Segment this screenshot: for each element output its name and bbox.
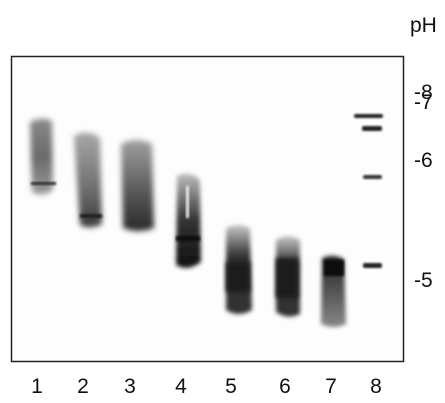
lane-label-4: 4 xyxy=(175,375,187,398)
lane-label-5: 5 xyxy=(225,375,237,398)
lane-label-6: 6 xyxy=(279,375,291,398)
band-lane-4 xyxy=(176,173,201,268)
ph-tick-8: -8 xyxy=(414,81,433,104)
band-lane-5 xyxy=(226,225,252,314)
band-lane-1 xyxy=(30,118,56,195)
ph-tick-6: -6 xyxy=(414,149,433,172)
lane-label-2: 2 xyxy=(77,375,89,398)
marker-lane-8 xyxy=(354,114,383,268)
lane-label-8: 8 xyxy=(370,375,382,398)
lane-label-3: 3 xyxy=(124,375,136,398)
band-lane-7 xyxy=(321,255,346,327)
ph-tick-5: -5 xyxy=(414,269,433,292)
lane-label-1: 1 xyxy=(31,375,43,398)
ph-tick-7: -7 xyxy=(414,91,433,114)
ph-axis-title: pH xyxy=(410,14,437,37)
band-lane-3 xyxy=(121,140,154,231)
lane-label-7: 7 xyxy=(325,375,337,398)
band-lane-6 xyxy=(276,236,300,317)
band-lane-2 xyxy=(74,132,102,228)
